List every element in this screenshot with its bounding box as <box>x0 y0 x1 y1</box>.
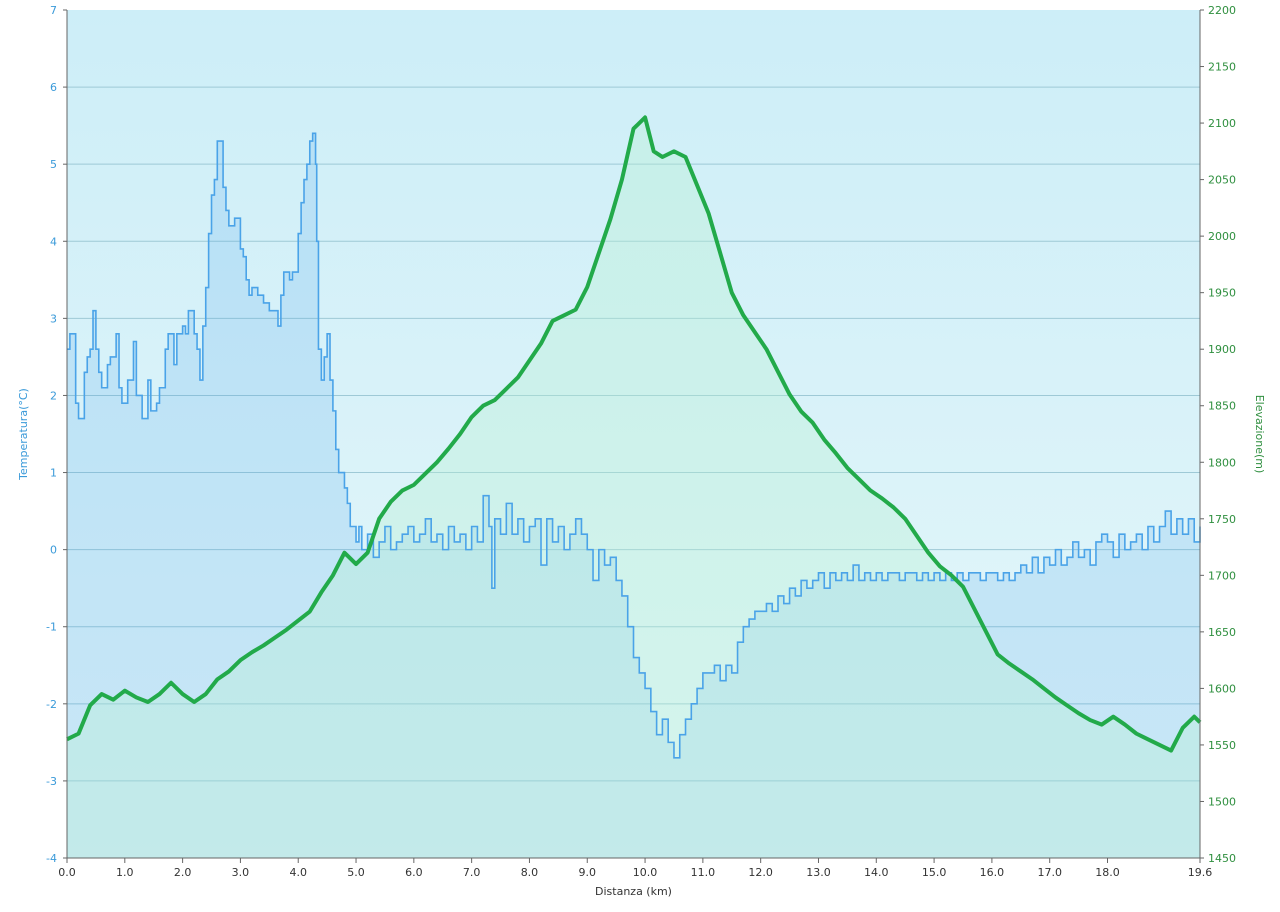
y-right-tick-label: 1650 <box>1208 626 1236 639</box>
y-left-tick-label: -4 <box>46 852 57 865</box>
y-left-tick-label: 2 <box>50 389 57 402</box>
axes <box>66 10 1201 859</box>
y-right-tick-label: 2000 <box>1208 230 1236 243</box>
y-right-tick-label: 1750 <box>1208 513 1236 526</box>
left-axis-ticks: -4 -3 -2 -1 0 1 2 3 4 5 6 7 <box>46 4 67 865</box>
x-tick-label: 13.0 <box>806 866 831 879</box>
elevation-line <box>66 115 1202 753</box>
x-tick-label: 1.0 <box>116 866 134 879</box>
y-right-tick-label: 1550 <box>1208 739 1236 752</box>
x-axis-title: Distanza (km) <box>595 885 672 898</box>
y-right-tick-label: 1800 <box>1208 456 1236 469</box>
temperature-area-fill <box>67 133 1200 858</box>
y-left-tick-label: -3 <box>46 775 57 788</box>
temperature-series <box>67 132 1201 759</box>
x-tick-label: 14.0 <box>864 866 889 879</box>
x-tick-label: 18.0 <box>1095 866 1120 879</box>
y-right-tick-label: 2200 <box>1208 4 1236 17</box>
y-left-tick-label: 0 <box>50 544 57 557</box>
x-tick-label: 9.0 <box>579 866 597 879</box>
y-right-tick-label: 1500 <box>1208 795 1236 808</box>
y-right-tick-label: 1950 <box>1208 287 1236 300</box>
y-left-tick-label: 3 <box>50 312 57 325</box>
x-tick-label: 10.0 <box>633 866 658 879</box>
y-right-tick-label: 2150 <box>1208 61 1236 74</box>
elevation-area-fill <box>67 117 1200 858</box>
y-left-tick-label: -1 <box>46 621 57 634</box>
x-tick-label: 15.0 <box>922 866 947 879</box>
x-tick-label: 8.0 <box>521 866 539 879</box>
temperature-line <box>67 132 1201 759</box>
x-tick-label: 19.6 <box>1188 866 1213 879</box>
elevation-area <box>67 117 1200 858</box>
y-right-tick-label: 2050 <box>1208 174 1236 187</box>
y-left-tick-label: 1 <box>50 467 57 480</box>
y-right-tick-label: 1450 <box>1208 852 1236 865</box>
y-left-tick-label: -2 <box>46 698 57 711</box>
x-tick-label: 6.0 <box>405 866 423 879</box>
y-left-tick-label: 7 <box>50 4 57 17</box>
x-axis-ticks: 0.0 1.0 2.0 3.0 4.0 5.0 6.0 7.0 8.0 9.0 10.0 11.0 12… <box>58 858 1212 879</box>
x-tick-label: 12.0 <box>748 866 773 879</box>
y-right-tick-label: 1850 <box>1208 400 1236 413</box>
y-left-tick-label: 6 <box>50 81 57 94</box>
x-tick-label: 7.0 <box>463 866 481 879</box>
right-axis-ticks: 1450 1500 1550 1600 1650 1700 1750 1800 1850 1900… <box>1200 4 1236 865</box>
y-left-tick-label: 4 <box>50 235 57 248</box>
y-right-tick-label: 1600 <box>1208 682 1236 695</box>
x-tick-label: 4.0 <box>289 866 307 879</box>
elevation-series <box>66 115 1202 753</box>
y-right-tick-label: 2100 <box>1208 117 1236 130</box>
x-tick-label: 0.0 <box>58 866 76 879</box>
x-tick-label: 3.0 <box>232 866 250 879</box>
plot-area <box>67 10 1200 858</box>
y-right-tick-label: 1900 <box>1208 343 1236 356</box>
y-axis-right-title: Elevazione(m) <box>1253 395 1266 474</box>
y-axis-left-title: Temperatura(°C) <box>17 388 30 481</box>
y-left-tick-label: 5 <box>50 158 57 171</box>
temperature-area <box>67 133 1200 858</box>
x-tick-label: 17.0 <box>1037 866 1062 879</box>
x-tick-label: 11.0 <box>691 866 716 879</box>
x-tick-label: 5.0 <box>347 866 365 879</box>
x-tick-label: 2.0 <box>174 866 192 879</box>
y-right-tick-label: 1700 <box>1208 569 1236 582</box>
x-tick-label: 16.0 <box>980 866 1005 879</box>
